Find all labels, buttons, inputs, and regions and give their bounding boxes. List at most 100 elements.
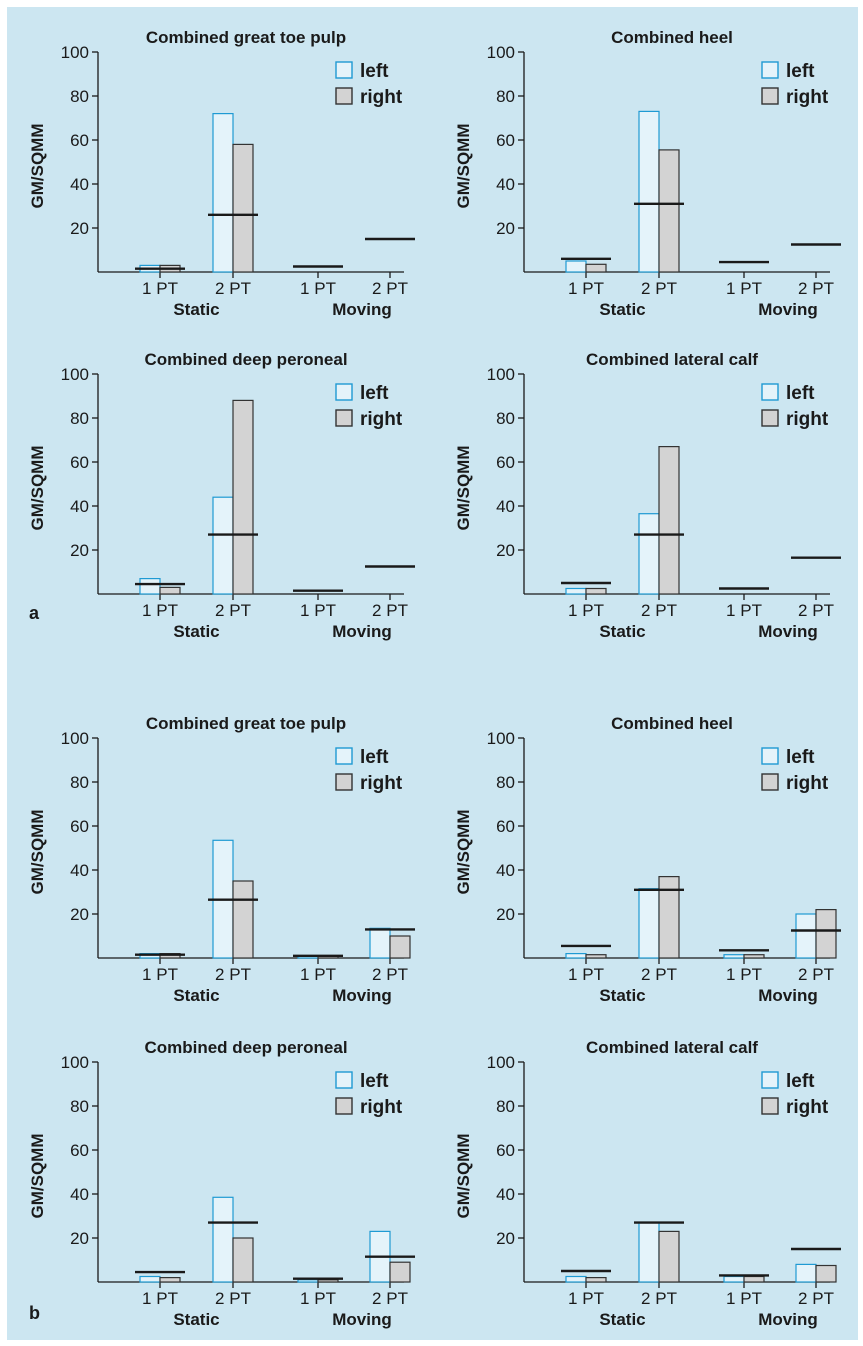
y-tick-label: 40 xyxy=(496,497,515,516)
y-tick-label: 60 xyxy=(70,131,89,150)
y-tick-label: 60 xyxy=(70,1141,89,1160)
y-tick-label: 60 xyxy=(496,817,515,836)
y-tick-label: 100 xyxy=(487,365,515,384)
y-tick-label: 100 xyxy=(487,729,515,748)
x-tick-label: 1 PT xyxy=(726,965,762,984)
x-tick-label: 1 PT xyxy=(300,1289,336,1308)
x-tick-label: 2 PT xyxy=(372,965,408,984)
figure-svg: a b Combined great toe pulp GM/SQMM 20 40 60… xyxy=(28,28,841,1329)
legend-label-right: right xyxy=(360,87,403,108)
y-tick-label: 60 xyxy=(70,817,89,836)
y-tick-label: 20 xyxy=(70,905,89,924)
legend-swatch-right xyxy=(335,409,353,427)
legend-swatch-right xyxy=(761,1097,779,1115)
bar-left xyxy=(565,587,587,595)
bar-left xyxy=(297,1279,319,1283)
legend-swatch-right xyxy=(335,1097,353,1115)
x-tick-label: 2 PT xyxy=(798,279,834,298)
y-tick-label: 80 xyxy=(496,773,515,792)
chart-2: Combined heel GM/SQMM 20 40 60 80 100 1 PT 2 PT 1… xyxy=(454,28,841,319)
y-axis-label: GM/SQMM xyxy=(454,1134,473,1219)
x-tick-label: 2 PT xyxy=(372,601,408,620)
y-tick-label: 40 xyxy=(496,1185,515,1204)
x-tick-label: 2 PT xyxy=(798,601,834,620)
legend-swatch-left xyxy=(335,747,353,765)
x-tick-label: 2 PT xyxy=(798,965,834,984)
legend-label-left: left xyxy=(786,383,815,404)
x-tick-label: 1 PT xyxy=(568,1289,604,1308)
legend-label-left: left xyxy=(360,1071,389,1092)
panel-label-a: a xyxy=(29,603,40,623)
x-tick-label: 1 PT xyxy=(726,601,762,620)
panel-label-b: b xyxy=(29,1303,40,1323)
x-tick-label: 1 PT xyxy=(300,601,336,620)
legend-swatch-left xyxy=(761,383,779,401)
chart-title: Combined heel xyxy=(611,714,733,733)
bar-right xyxy=(232,143,254,273)
y-tick-label: 80 xyxy=(70,409,89,428)
y-axis-label: GM/SQMM xyxy=(28,124,47,209)
group-label: Static xyxy=(599,622,645,641)
legend-label-right: right xyxy=(360,773,403,794)
bar-left xyxy=(638,1221,660,1283)
y-tick-label: 60 xyxy=(496,131,515,150)
y-tick-label: 80 xyxy=(70,87,89,106)
y-tick-label: 100 xyxy=(487,43,515,62)
y-tick-label: 20 xyxy=(496,541,515,560)
x-tick-label: 1 PT xyxy=(142,601,178,620)
figure-panel: a b Combined great toe pulp GM/SQMM 20 40 60… xyxy=(7,7,858,1340)
y-axis-label: GM/SQMM xyxy=(454,810,473,895)
x-tick-label: 1 PT xyxy=(726,279,762,298)
y-axis-label: GM/SQMM xyxy=(28,446,47,531)
bar-right xyxy=(658,1230,680,1283)
x-tick-label: 1 PT xyxy=(568,279,604,298)
legend-swatch-left xyxy=(761,61,779,79)
bar-right xyxy=(743,1275,765,1283)
y-tick-label: 100 xyxy=(61,1053,89,1072)
x-tick-label: 2 PT xyxy=(798,1289,834,1308)
chart-5: Combined great toe pulp GM/SQMM 20 40 60 80 10… xyxy=(28,714,415,1005)
group-label: Moving xyxy=(332,300,392,319)
y-tick-label: 40 xyxy=(496,861,515,880)
y-tick-label: 80 xyxy=(496,409,515,428)
legend-label-left: left xyxy=(360,383,389,404)
y-tick-label: 100 xyxy=(61,365,89,384)
y-tick-label: 20 xyxy=(496,219,515,238)
bar-right xyxy=(159,586,181,595)
x-tick-label: 1 PT xyxy=(142,965,178,984)
y-tick-label: 40 xyxy=(496,175,515,194)
bar-left xyxy=(212,1196,234,1283)
bar-right xyxy=(232,399,254,595)
y-tick-label: 20 xyxy=(496,1229,515,1248)
x-tick-label: 1 PT xyxy=(568,965,604,984)
group-label: Moving xyxy=(332,1310,392,1329)
bar-right xyxy=(389,935,411,959)
bar-left xyxy=(565,260,587,273)
bar-left xyxy=(638,110,660,273)
bar-left xyxy=(139,1275,161,1283)
bar-left xyxy=(139,577,161,595)
chart-1: Combined great toe pulp GM/SQMM 20 40 60 80 10… xyxy=(28,28,415,319)
legend-swatch-right xyxy=(761,409,779,427)
bar-left xyxy=(723,954,745,959)
chart-title: Combined lateral calf xyxy=(586,350,758,369)
legend-swatch-left xyxy=(761,1071,779,1089)
x-tick-label: 2 PT xyxy=(215,965,251,984)
y-tick-label: 80 xyxy=(70,1097,89,1116)
group-label: Static xyxy=(173,986,219,1005)
legend-label-right: right xyxy=(786,773,829,794)
x-tick-label: 2 PT xyxy=(215,279,251,298)
y-tick-label: 60 xyxy=(496,1141,515,1160)
chart-4: Combined lateral calf GM/SQMM 20 40 60 80 100 1… xyxy=(454,350,841,641)
chart-title: Combined lateral calf xyxy=(586,1038,758,1057)
group-label: Moving xyxy=(758,1310,818,1329)
bar-left xyxy=(795,913,817,959)
group-label: Static xyxy=(599,1310,645,1329)
chart-title: Combined deep peroneal xyxy=(144,350,347,369)
x-tick-label: 1 PT xyxy=(142,1289,178,1308)
y-tick-label: 20 xyxy=(70,1229,89,1248)
bar-left xyxy=(638,513,660,595)
group-label: Static xyxy=(173,1310,219,1329)
legend-swatch-left xyxy=(335,61,353,79)
bar-right xyxy=(159,1276,181,1283)
